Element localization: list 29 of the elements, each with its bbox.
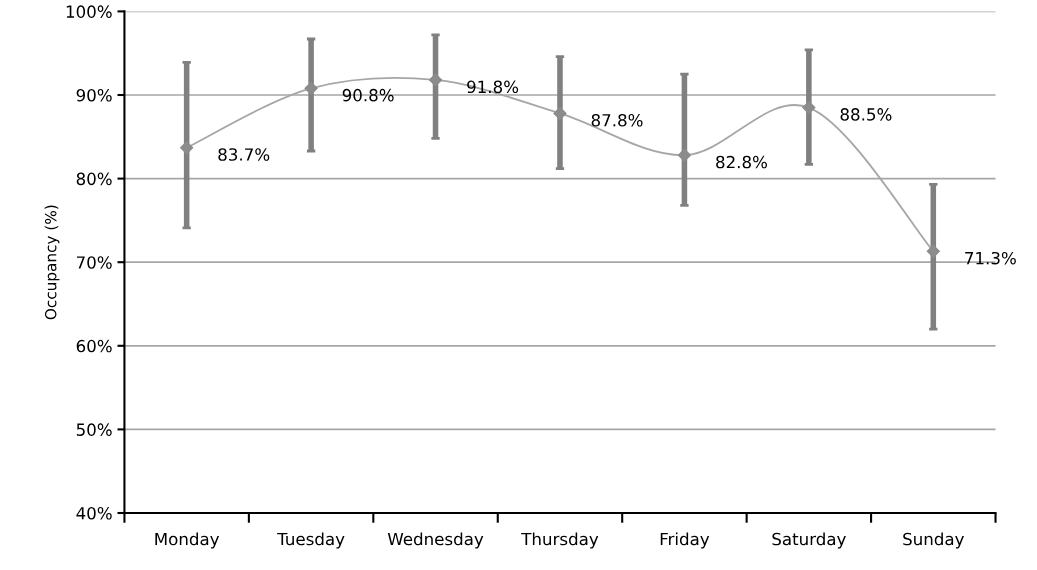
data-label: 88.5% (840, 108, 892, 121)
data-label: 83.7% (218, 148, 270, 161)
y-tick-label: 60% (76, 339, 112, 353)
x-tick-label: Sunday (903, 532, 964, 549)
y-tick-label: 100% (66, 5, 112, 18)
point (677, 148, 692, 162)
x-tick-label: Monday (155, 532, 220, 549)
point (553, 106, 567, 120)
y-tick-label: 50% (76, 423, 112, 436)
data-label: 87.8% (591, 113, 643, 127)
point (802, 100, 816, 115)
x-tick-label: Friday (660, 532, 710, 549)
data-label: 91.8% (467, 80, 519, 94)
x-tick-label: Tuesday (277, 532, 345, 549)
point (428, 73, 443, 87)
y-tick-label: 90% (76, 88, 112, 102)
x-tick-label: Thursday (521, 532, 599, 549)
point (926, 244, 940, 258)
x-tick-label: Saturday (772, 532, 846, 549)
y-axis-title: Occupancy (%) (44, 205, 60, 320)
data-label: 90.8% (342, 88, 394, 102)
x-tick-label: Wednesday (387, 532, 484, 549)
point (304, 81, 318, 95)
data-label: 82.8% (716, 155, 767, 169)
data-label: 71.3% (965, 251, 1016, 265)
y-tick-label: 40% (76, 506, 112, 520)
y-tick-label: 80% (76, 172, 112, 186)
y-tick-label: 70% (76, 256, 112, 269)
point (180, 141, 194, 155)
